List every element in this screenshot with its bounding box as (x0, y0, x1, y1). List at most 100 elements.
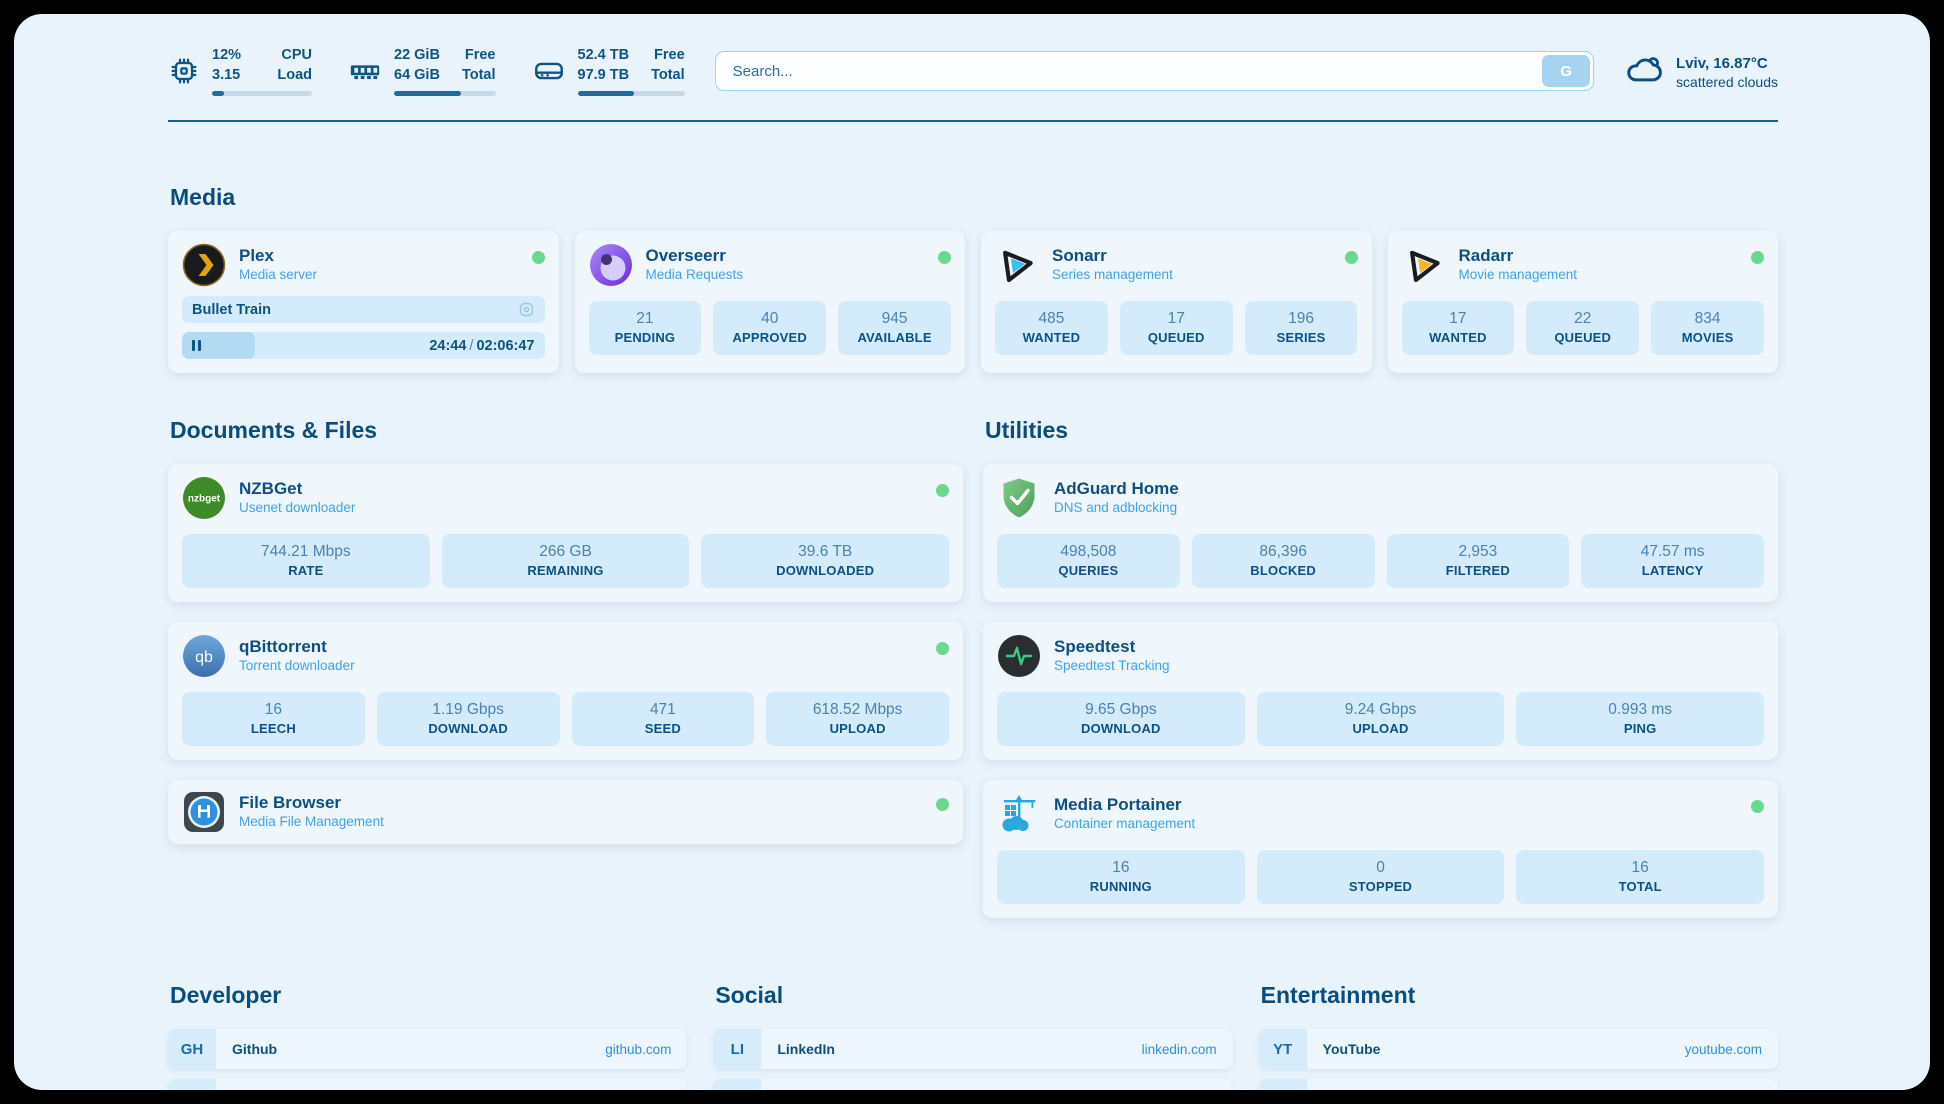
ram-values: 22 GiB 64 GiB (394, 47, 440, 83)
speedtest-card[interactable]: Speedtest Speedtest Tracking 9.65 Gbps DO… (983, 622, 1778, 761)
svg-text:nzbget: nzbget (188, 494, 221, 505)
stat-box: 86,396 BLOCKED (1191, 534, 1375, 589)
stat-box: 40 APPROVED (713, 301, 827, 356)
pause-icon[interactable] (192, 340, 201, 352)
now-playing-title: Bullet Train (192, 301, 271, 318)
stat-box: 1.19 Gbps DOWNLOAD (376, 692, 560, 747)
stat-box: 17 WANTED (1401, 301, 1515, 356)
radarr-card[interactable]: Radarr Movie management 17 WANTED 22 QUEUE… (1387, 231, 1778, 374)
stat-box: 39.6 TB DOWNLOADED (701, 534, 950, 589)
link-twitter[interactable]: TW Twitter twitter.com (713, 1079, 1233, 1090)
session-icon[interactable] (518, 301, 535, 318)
app-subtitle: DNS and adblocking (1054, 500, 1178, 516)
app-title: Speedtest (1054, 637, 1136, 657)
stat-box: 618.52 Mbps UPLOAD (766, 692, 949, 747)
status-dot-online (938, 251, 951, 265)
sonarr-icon (995, 243, 1039, 287)
weather-location: Lviv, 16.87°C (1676, 54, 1768, 72)
stat-box: 16 LEECH (182, 692, 365, 747)
disk-labels: Free Total (651, 47, 685, 83)
stat-box: 196 SERIES (1244, 301, 1358, 356)
app-title: File Browser (239, 793, 342, 813)
overseerr-card[interactable]: Overseerr Media Requests 21 PENDING 40 APP… (574, 231, 965, 374)
sonarr-card[interactable]: Sonarr Series management 485 WANTED 17 QUE… (981, 231, 1372, 374)
qbittorrent-card[interactable]: qb qBittorrent Torrent downloader 16 LEEC… (168, 622, 963, 761)
playback-progress-row[interactable]: 24:44/02:06:47 (182, 332, 545, 360)
section-social: Social LI LinkedIn linkedin.com TW Twitt… (713, 982, 1233, 1090)
app-title: Sonarr (1052, 246, 1107, 266)
status-dot-online (936, 642, 949, 656)
app-subtitle: Series management (1052, 267, 1173, 283)
app-title: Radarr (1458, 246, 1514, 266)
link-linkedin[interactable]: LI LinkedIn linkedin.com (713, 1029, 1233, 1070)
dashboard-panel: 12% 3.15 CPU Load 22 GiB 64 GiB (14, 14, 1930, 1090)
search-bar: G (714, 51, 1595, 92)
link-netflix[interactable]: NF Netflix netflix.com (1258, 1079, 1778, 1090)
app-title: Media Portainer (1054, 795, 1182, 815)
header-divider (168, 120, 1778, 123)
portainer-icon (997, 792, 1041, 836)
radarr-icon (1402, 243, 1446, 287)
stat-box: 485 WANTED (995, 301, 1108, 356)
app-subtitle: Speedtest Tracking (1054, 658, 1170, 674)
stat-box: 16 TOTAL (1516, 850, 1765, 905)
cpu-stat: 12% 3.15 CPU Load (168, 46, 312, 97)
disk-icon (532, 54, 566, 88)
stat-box: 47.57 ms LATENCY (1581, 534, 1764, 589)
documents-section-title: Documents & Files (170, 417, 378, 444)
nzbget-card[interactable]: nzbget NZBGet Usenet downloader 744.21 M… (168, 464, 963, 603)
overseerr-icon (589, 243, 633, 287)
link-stackoverflow[interactable]: SO StackOverflow stackoverflow.com (168, 1079, 688, 1090)
stat-box: 9.65 Gbps DOWNLOAD (997, 692, 1245, 747)
stat-box: 744.21 Mbps RATE (182, 534, 430, 589)
social-section-title: Social (715, 982, 784, 1009)
stat-box: 266 GB REMAINING (441, 534, 690, 589)
app-subtitle: Media Requests (645, 267, 744, 283)
disk-progress (577, 91, 685, 97)
section-entertainment: Entertainment YT YouTube youtube.com NF … (1258, 982, 1778, 1090)
section-developer: Developer GH Github github.com SO StackO… (168, 982, 688, 1090)
plex-icon (182, 243, 226, 287)
adguard-card[interactable]: AdGuard Home DNS and adblocking 498,508 Q… (983, 464, 1778, 603)
app-title: NZBGet (239, 479, 303, 499)
status-dot-online (1751, 251, 1764, 265)
top-bar: 12% 3.15 CPU Load 22 GiB 64 GiB (168, 46, 1778, 97)
cpu-labels: CPU Load (277, 47, 312, 83)
stat-box: 0.993 ms PING (1516, 692, 1765, 747)
weather-widget: Lviv, 16.87°C scattered clouds (1624, 49, 1778, 94)
playback-time: 24:44/02:06:47 (429, 337, 535, 354)
stat-box: 22 QUEUED (1526, 301, 1640, 356)
app-subtitle: Media server (239, 267, 318, 283)
search-engine-button[interactable]: G (1542, 55, 1591, 88)
speedtest-icon (997, 634, 1041, 678)
stat-box: 834 MOVIES (1651, 301, 1764, 356)
app-subtitle: Torrent downloader (239, 658, 355, 674)
link-youtube[interactable]: YT YouTube youtube.com (1258, 1029, 1778, 1070)
media-section-title: Media (170, 184, 236, 211)
adguard-icon (997, 476, 1041, 520)
filebrowser-card[interactable]: File Browser Media File Management (168, 780, 963, 845)
svg-text:qb: qb (195, 649, 213, 666)
entertainment-section-title: Entertainment (1260, 982, 1416, 1009)
ram-icon (348, 54, 382, 88)
section-documents: Documents & Files nzbget NZBGet U (168, 417, 963, 918)
search-input[interactable] (718, 62, 1543, 80)
stat-box: 2,953 FILTERED (1386, 534, 1570, 589)
stat-box: 21 PENDING (588, 301, 702, 356)
link-github[interactable]: GH Github github.com (168, 1029, 688, 1070)
stat-box: 16 RUNNING (997, 850, 1245, 905)
stat-box: 471 SEED (571, 692, 755, 747)
ram-stat: 22 GiB 64 GiB Free Total (348, 46, 496, 97)
app-subtitle: Container management (1054, 816, 1196, 832)
portainer-card[interactable]: Media Portainer Container management 16 R… (983, 780, 1778, 919)
system-stats: 12% 3.15 CPU Load 22 GiB 64 GiB (168, 46, 685, 97)
app-title: qBittorrent (239, 637, 327, 657)
ram-labels: Free Total (461, 47, 496, 83)
cloud-icon (1624, 49, 1664, 94)
app-title: Plex (239, 246, 274, 266)
app-subtitle: Movie management (1458, 267, 1578, 283)
stat-box: 17 QUEUED (1119, 301, 1233, 356)
status-dot-online (936, 484, 949, 498)
plex-card[interactable]: Plex Media server Bullet Train (168, 231, 559, 374)
ram-progress (394, 91, 496, 97)
